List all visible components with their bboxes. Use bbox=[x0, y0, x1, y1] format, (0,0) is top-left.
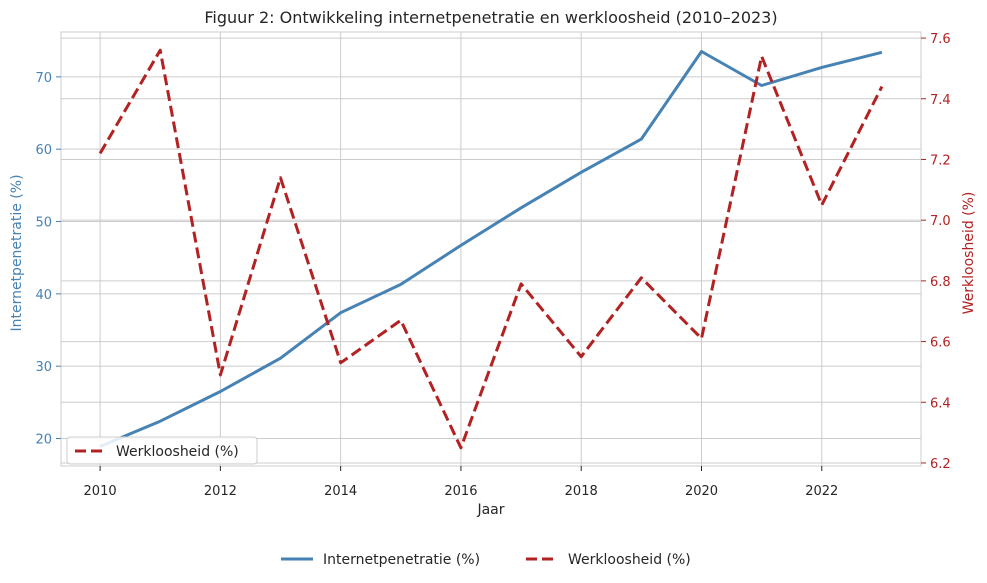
right-tick-label-6.6: 6.6 bbox=[930, 336, 951, 351]
outer-legend-label-internet: Internetpenetratie (%) bbox=[323, 552, 480, 568]
right-tick-label-6.2: 6.2 bbox=[930, 457, 951, 472]
grid-lines bbox=[61, 32, 921, 466]
inner-legend-box bbox=[66, 436, 258, 465]
right-tick-label-6.8: 6.8 bbox=[930, 275, 951, 290]
inner-legend-label-werkloosheid: Werkloosheid (%) bbox=[116, 444, 239, 460]
left-tick-label-60: 60 bbox=[35, 143, 52, 158]
left-tick-label-40: 40 bbox=[35, 288, 52, 303]
right-tick-label-7.6: 7.6 bbox=[930, 32, 951, 47]
x-tick-label-2016: 2016 bbox=[444, 484, 477, 499]
left-tick-label-70: 70 bbox=[35, 71, 52, 86]
left-tick-label-30: 30 bbox=[35, 360, 52, 375]
x-tick-label-2022: 2022 bbox=[805, 484, 838, 499]
x-tick-label-2020: 2020 bbox=[685, 484, 718, 499]
left-axis-ticks: 20 30 40 50 60 70 bbox=[35, 71, 61, 448]
left-tick-label-50: 50 bbox=[35, 216, 52, 231]
right-tick-label-7.4: 7.4 bbox=[930, 93, 951, 108]
right-axis-ticks: 6.2 6.4 6.6 6.8 7.0 7.2 7.4 7.6 bbox=[921, 32, 951, 472]
x-tick-label-2012: 2012 bbox=[204, 484, 237, 499]
right-axis-label: Werkloosheid (%) bbox=[961, 192, 977, 315]
inner-legend: Werkloosheid (%) bbox=[66, 436, 258, 465]
right-tick-label-6.4: 6.4 bbox=[930, 396, 951, 411]
outer-legend-label-werkloosheid: Werkloosheid (%) bbox=[568, 552, 691, 568]
x-axis-label: Jaar bbox=[476, 502, 504, 518]
right-tick-label-7.0: 7.0 bbox=[930, 214, 951, 229]
chart-title: Figuur 2: Ontwikkeling internetpenetrati… bbox=[204, 8, 777, 27]
internet-penetration-series-line bbox=[99, 50, 883, 448]
plot-frame bbox=[60, 31, 922, 467]
unemployment-series-line bbox=[98, 48, 884, 450]
x-axis-ticks: 2010 2012 2014 2016 2018 2020 2022 bbox=[84, 466, 838, 499]
left-axis-label: Internetpenetratie (%) bbox=[9, 174, 25, 331]
outer-legend: Internetpenetratie (%) Werkloosheid (%) bbox=[281, 552, 691, 568]
left-tick-label-20: 20 bbox=[35, 433, 52, 448]
x-tick-label-2018: 2018 bbox=[565, 484, 598, 499]
right-tick-label-7.2: 7.2 bbox=[930, 153, 951, 168]
x-tick-label-2014: 2014 bbox=[324, 484, 357, 499]
x-tick-label-2010: 2010 bbox=[84, 484, 117, 499]
series-lines bbox=[98, 48, 884, 450]
